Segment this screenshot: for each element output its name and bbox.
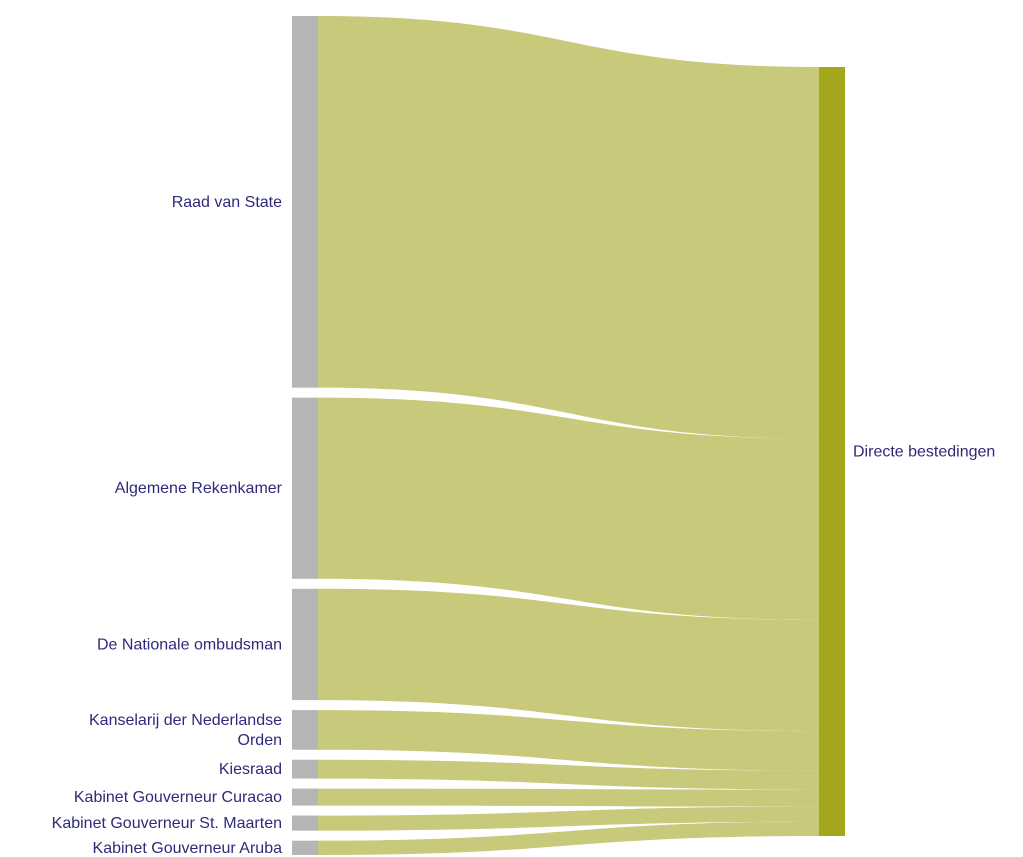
link-kabinet-gouverneur-curacao bbox=[318, 788, 819, 807]
link-kanselarij-der-nederlandse-orden bbox=[318, 710, 819, 771]
label-line: Kiesraad bbox=[219, 761, 282, 778]
label-line: Kabinet Gouverneur Curacao bbox=[74, 789, 282, 806]
nodes bbox=[292, 16, 845, 855]
label-line: Kabinet Gouverneur St. Maarten bbox=[52, 815, 282, 832]
link-algemene-rekenkamer bbox=[318, 397, 819, 620]
label-kabinet-gouverneur-curacao: Kabinet Gouverneur Curacao bbox=[74, 789, 282, 806]
node-kabinet-gouverneur-curacao bbox=[292, 788, 318, 806]
node-kabinet-gouverneur-st-maarten bbox=[292, 815, 318, 831]
label-line: Algemene Rekenkamer bbox=[115, 480, 283, 497]
label-line: Kabinet Gouverneur Aruba bbox=[93, 840, 283, 857]
label-algemene-rekenkamer: Algemene Rekenkamer bbox=[115, 480, 283, 497]
label-raad-van-state: Raad van State bbox=[172, 194, 282, 211]
node-algemene-rekenkamer bbox=[292, 397, 318, 579]
node-raad-van-state bbox=[292, 16, 318, 388]
label-line: Orden bbox=[238, 732, 282, 749]
label-kiesraad: Kiesraad bbox=[219, 761, 282, 778]
link-de-nationale-ombudsman bbox=[318, 588, 819, 732]
label-line: Kanselarij der Nederlandse bbox=[89, 712, 282, 729]
link-kabinet-gouverneur-st-maarten bbox=[318, 806, 819, 831]
flow-links bbox=[318, 16, 819, 855]
label-kabinet-gouverneur-st-maarten: Kabinet Gouverneur St. Maarten bbox=[52, 815, 282, 832]
node-kabinet-gouverneur-aruba bbox=[292, 840, 318, 855]
link-kiesraad bbox=[318, 759, 819, 790]
label-kanselarij-der-nederlandse-orden: Kanselarij der Nederlandse Orden bbox=[89, 712, 282, 749]
node-kanselarij-der-nederlandse-orden bbox=[292, 710, 318, 750]
label-line: Raad van State bbox=[172, 194, 282, 211]
node-labels: Raad van State Algemene Rekenkamer De Nati… bbox=[52, 194, 996, 857]
label-de-nationale-ombudsman: De Nationale ombudsman bbox=[97, 636, 282, 653]
label-kabinet-gouverneur-aruba: Kabinet Gouverneur Aruba bbox=[93, 840, 283, 857]
link-raad-van-state bbox=[318, 16, 819, 439]
label-directe-bestedingen: Directe bestedingen bbox=[853, 444, 995, 461]
link-kabinet-gouverneur-aruba bbox=[318, 821, 819, 855]
node-directe-bestedingen bbox=[819, 67, 845, 836]
node-kiesraad bbox=[292, 759, 318, 779]
node-de-nationale-ombudsman bbox=[292, 588, 318, 701]
label-line: De Nationale ombudsman bbox=[97, 636, 282, 653]
